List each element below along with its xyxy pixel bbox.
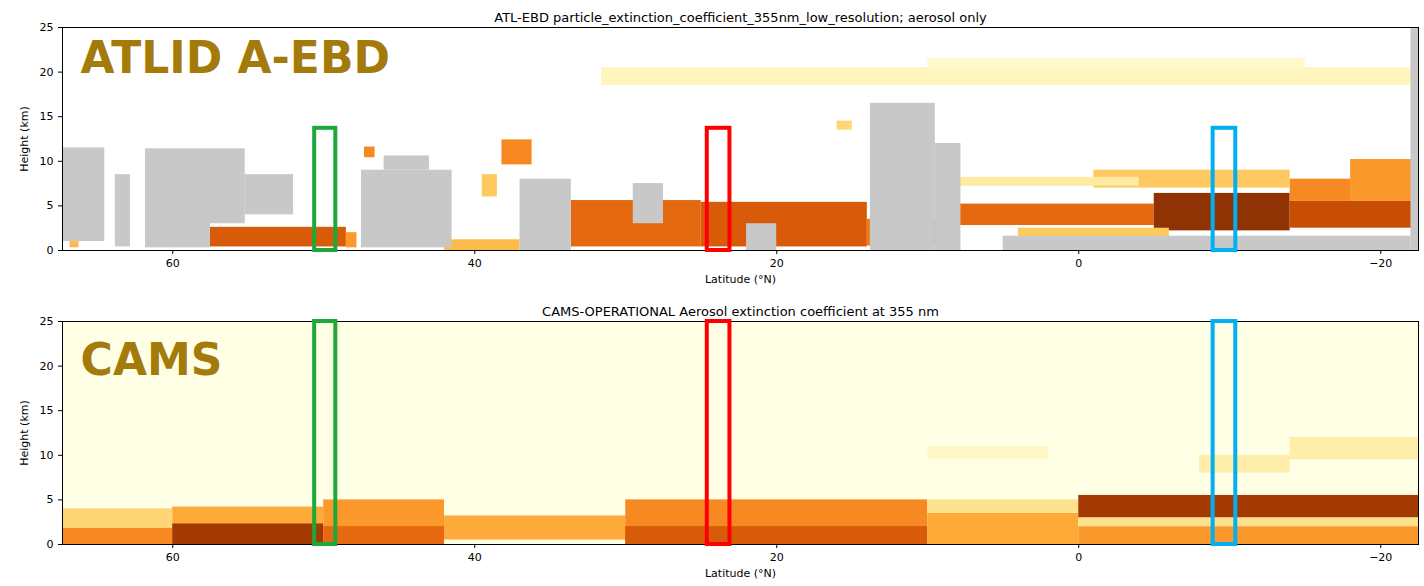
svg-text:0: 0 [1075,551,1082,564]
svg-text:60: 60 [166,257,180,270]
svg-text:0: 0 [47,538,54,551]
svg-text:20: 20 [770,551,784,564]
svg-text:Latitude (°N): Latitude (°N) [705,273,776,286]
svg-text:20: 20 [770,257,784,270]
svg-text:5: 5 [47,199,54,212]
svg-text:25: 25 [40,21,54,34]
svg-text:CAMS-OPERATIONAL Aerosol extin: CAMS-OPERATIONAL Aerosol extinction coef… [542,304,939,319]
svg-text:0: 0 [1075,257,1082,270]
svg-text:ATLID A-EBD: ATLID A-EBD [81,32,390,83]
svg-text:10: 10 [40,155,54,168]
svg-text:Latitude (°N): Latitude (°N) [705,567,776,580]
svg-text:20: 20 [40,360,54,373]
svg-text:20: 20 [40,66,54,79]
svg-text:60: 60 [166,551,180,564]
svg-text:40: 40 [468,551,482,564]
svg-text:Height (km): Height (km) [18,106,31,172]
svg-text:ATL-EBD particle_extinction_co: ATL-EBD particle_extinction_coefficient_… [494,10,987,25]
svg-text:0: 0 [47,244,54,257]
svg-text:25: 25 [40,315,54,328]
svg-text:15: 15 [40,404,54,417]
svg-text:−20: −20 [1369,551,1392,564]
svg-text:15: 15 [40,110,54,123]
svg-text:−20: −20 [1369,257,1392,270]
svg-text:40: 40 [468,257,482,270]
svg-text:5: 5 [47,493,54,506]
svg-text:10: 10 [40,449,54,462]
svg-text:CAMS: CAMS [81,334,223,385]
svg-text:Height (km): Height (km) [18,400,31,466]
